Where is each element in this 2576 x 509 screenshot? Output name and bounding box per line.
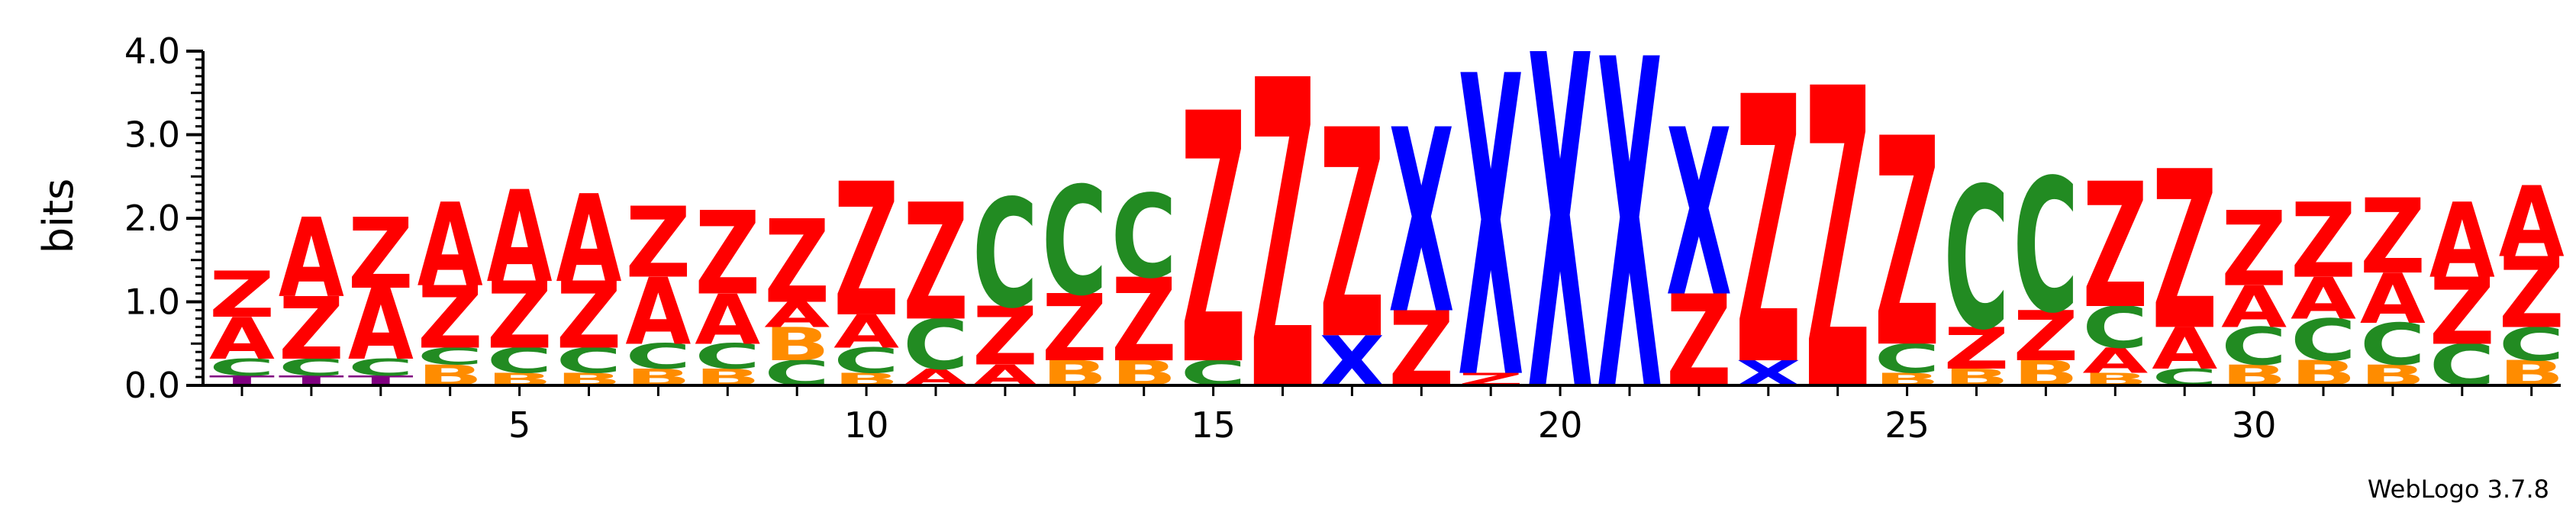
logo-glyph-c: C <box>2291 308 2356 374</box>
logo-glyph-c: C <box>418 343 483 370</box>
logo-glyph-c: C <box>2360 312 2426 379</box>
logo-glyph-c: C <box>903 304 969 385</box>
x-tick-label: 5 <box>508 404 530 446</box>
logo-glyph-z: Z <box>2360 177 2426 297</box>
y-axis-label: bits <box>34 179 82 254</box>
logo-glyph-c: C <box>1875 337 1940 383</box>
x-tick-label: 20 <box>1538 404 1583 446</box>
x-tick-label: 25 <box>1884 404 1930 446</box>
logo-glyph-a: A <box>2429 182 2495 301</box>
logo-glyph-z: Z <box>2221 189 2287 309</box>
y-tick-label: 1.0 <box>124 282 180 323</box>
y-ticks: 0.0 1.0 2.0 3.0 4.0 <box>124 31 203 406</box>
logo-glyph-z: Z <box>1319 69 1385 403</box>
logo-glyph-a: A <box>487 165 553 311</box>
logo-glyph-z: Z <box>2013 296 2078 376</box>
logo-glyph-a: A <box>833 306 899 359</box>
logo-glyph-c: C <box>348 354 414 381</box>
logo-glyph-c: C <box>1042 156 1107 329</box>
y-tick-label: 4.0 <box>124 31 180 72</box>
y-tick-label: 0.0 <box>124 365 180 406</box>
logo-glyph-a: A <box>209 306 275 372</box>
logo-glyph-z: Z <box>1736 20 1801 447</box>
logo-glyph-a: A <box>348 269 414 382</box>
logo-glyph-b: B <box>764 318 830 372</box>
logo-glyph-a: A <box>764 295 830 335</box>
logo-glyph-z: Z <box>625 188 691 301</box>
logo-glyph-z: Z <box>418 269 483 369</box>
logo-glyph-c: C <box>487 341 553 381</box>
logo-glyph-z: Z <box>695 187 760 321</box>
x-tick-label: 10 <box>844 404 889 446</box>
y-tick-label: 3.0 <box>124 114 180 156</box>
logo-glyph-c: C <box>695 337 760 376</box>
logo-glyph-c: C <box>2013 140 2078 354</box>
logo-glyph-a: A <box>2082 341 2148 382</box>
logo-glyph-x: X <box>1388 77 1454 371</box>
logo-glyph-z: Z <box>2499 237 2565 350</box>
logo-glyph-z: Z <box>764 195 830 329</box>
x-tick-label: 15 <box>1191 404 1236 446</box>
logo-glyph-c: C <box>279 354 344 381</box>
y-tick-label: 2.0 <box>124 198 180 239</box>
logo-glyph-z: Z <box>833 144 899 358</box>
logo-glyph-a: A <box>418 179 483 313</box>
logo-glyph-a: A <box>695 280 760 360</box>
x-tick-label: 30 <box>2232 404 2277 446</box>
logo-glyph-c: C <box>972 168 1038 341</box>
logo-glyph-a: A <box>625 259 691 366</box>
logo-glyph-a: A <box>2291 266 2356 332</box>
logo-glyph-a: A <box>2152 316 2217 382</box>
logo-glyph-z: Z <box>348 198 414 311</box>
logo-glyph-c: C <box>1944 147 2010 373</box>
logo-glyph-z: Z <box>2152 124 2217 379</box>
logo-glyph-a: A <box>2499 166 2565 279</box>
logo-glyph-z: Z <box>556 263 622 370</box>
logo-glyph-z: Z <box>1250 0 1316 485</box>
logo-glyph-z: Z <box>903 171 969 357</box>
logo-glyph-z: Z <box>2429 259 2495 366</box>
weblogo-credit: WebLogo 3.7.8 <box>2368 475 2549 504</box>
logo-glyph-c: C <box>209 354 275 381</box>
logo-glyph-c: C <box>625 337 691 376</box>
logo-glyph-z: Z <box>1805 4 1871 484</box>
logo-glyph-a: A <box>2221 274 2287 340</box>
logo-glyph-c: C <box>2221 317 2287 377</box>
logo-glyph-z: Z <box>2082 147 2148 347</box>
logo-glyph-x: X <box>1666 82 1732 348</box>
logo-glyph-a: A <box>279 195 344 322</box>
logo-glyph-z: Z <box>2291 181 2356 301</box>
logo-glyph-a: A <box>556 169 622 310</box>
logo-glyph-z: Z <box>487 263 553 370</box>
logo-glyph-z: Z <box>1042 275 1107 382</box>
logo-glyph-z: Z <box>1875 78 1940 411</box>
logo-glyph-z: Z <box>972 291 1038 384</box>
logo-glyph-z: Z <box>1111 253 1177 387</box>
logo-glyph-x: X <box>1458 0 1523 471</box>
x-ticks: 5 10 15 20 25 30 <box>240 385 2533 446</box>
logo-glyph-z: Z <box>209 259 275 332</box>
logo-glyph-z: Z <box>1944 316 2010 382</box>
logo-glyph-c: C <box>2499 318 2565 372</box>
logo-glyph-x: X <box>1597 0 1662 492</box>
logo-glyph-x: X <box>1527 0 1593 494</box>
logo-glyph-z: Z <box>279 280 344 380</box>
axes: 0.0 1.0 2.0 3.0 4.0 5 10 15 20 25 30 bits <box>34 31 2561 446</box>
logo-glyph-c: C <box>1111 170 1177 304</box>
logo-glyph-c: C <box>556 341 621 381</box>
logo-glyph-a: A <box>2360 259 2426 339</box>
logo-glyph-c: C <box>833 341 899 381</box>
logo-glyph-z: Z <box>1181 41 1246 442</box>
glyph-stacks: TCAZTCZATCAZBCZABCZABCZABCAZBCAZCBAZBCAZ… <box>209 0 2565 494</box>
logo-glyph-c: C <box>2082 295 2148 362</box>
